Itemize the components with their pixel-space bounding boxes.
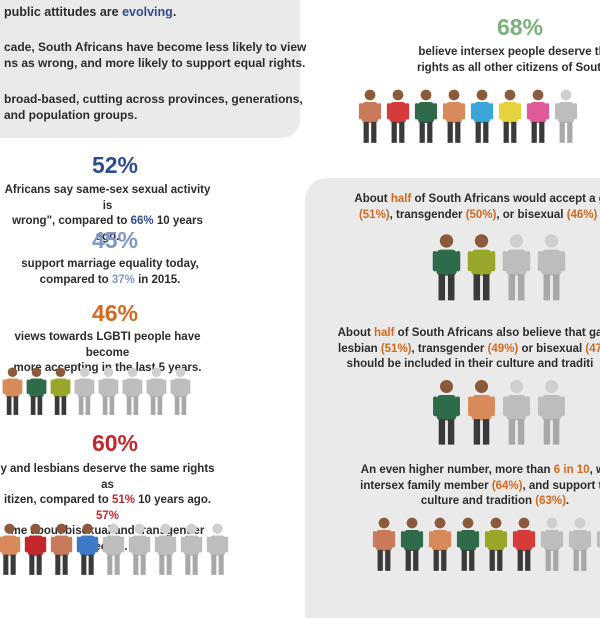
person-icon (154, 522, 177, 576)
person-icon (526, 88, 550, 144)
stat-68-text: believe intersex people deserve the s ri… (405, 45, 600, 76)
person-icon (0, 522, 21, 576)
person-icon (74, 366, 95, 416)
person-icon (400, 516, 424, 572)
person-icon (372, 516, 396, 572)
person-icon (484, 516, 508, 572)
block-1-text: About half of South Africans would accep… (340, 192, 600, 223)
block-3-text: An even higher number, more than 6 in 10… (345, 463, 600, 510)
person-icon (554, 88, 578, 144)
stat-45-percent: 45% (55, 227, 175, 254)
person-icon (502, 232, 531, 302)
person-icon (467, 232, 496, 302)
person-icon (467, 378, 496, 446)
person-icon (358, 88, 382, 144)
people-row-block-1 (432, 232, 566, 302)
person-icon (206, 522, 229, 576)
person-icon (2, 366, 23, 416)
stat-45-text: support marriage equality today, compare… (5, 257, 215, 288)
person-icon (498, 88, 522, 144)
stat-52-percent: 52% (55, 152, 175, 179)
person-icon (596, 516, 600, 572)
person-icon (122, 366, 143, 416)
person-icon (502, 378, 531, 446)
stat-60-percent: 60% (55, 430, 175, 457)
person-icon (180, 522, 203, 576)
people-row-68 (358, 88, 578, 144)
person-icon (146, 366, 167, 416)
people-row-block-3 (372, 516, 600, 572)
person-icon (50, 522, 73, 576)
person-icon (456, 516, 480, 572)
person-icon (170, 366, 191, 416)
person-icon (537, 232, 566, 302)
person-icon (50, 366, 71, 416)
person-icon (512, 516, 536, 572)
stat-46-percent: 46% (55, 300, 175, 327)
intro-paragraph-2: broad-based, cutting across provinces, g… (4, 92, 303, 123)
person-icon (102, 522, 125, 576)
person-icon (432, 232, 461, 302)
person-icon (26, 366, 47, 416)
person-icon (432, 378, 461, 446)
block-2-text: About half of South Africans also believ… (320, 326, 600, 373)
person-icon (442, 88, 466, 144)
person-icon (568, 516, 592, 572)
person-icon (414, 88, 438, 144)
people-row-60 (0, 522, 229, 576)
person-icon (537, 378, 566, 446)
intro-paragraph-1: cade, South Africans have become less li… (4, 40, 306, 71)
people-row-46 (2, 366, 191, 416)
person-icon (76, 522, 99, 576)
person-icon (98, 366, 119, 416)
people-row-block-2 (432, 378, 566, 446)
person-icon (470, 88, 494, 144)
person-icon (128, 522, 151, 576)
person-icon (428, 516, 452, 572)
intro-heading: public attitudes are evolving. (4, 5, 176, 21)
person-icon (24, 522, 47, 576)
person-icon (540, 516, 564, 572)
stat-68-percent: 68% (460, 14, 580, 41)
person-icon (386, 88, 410, 144)
